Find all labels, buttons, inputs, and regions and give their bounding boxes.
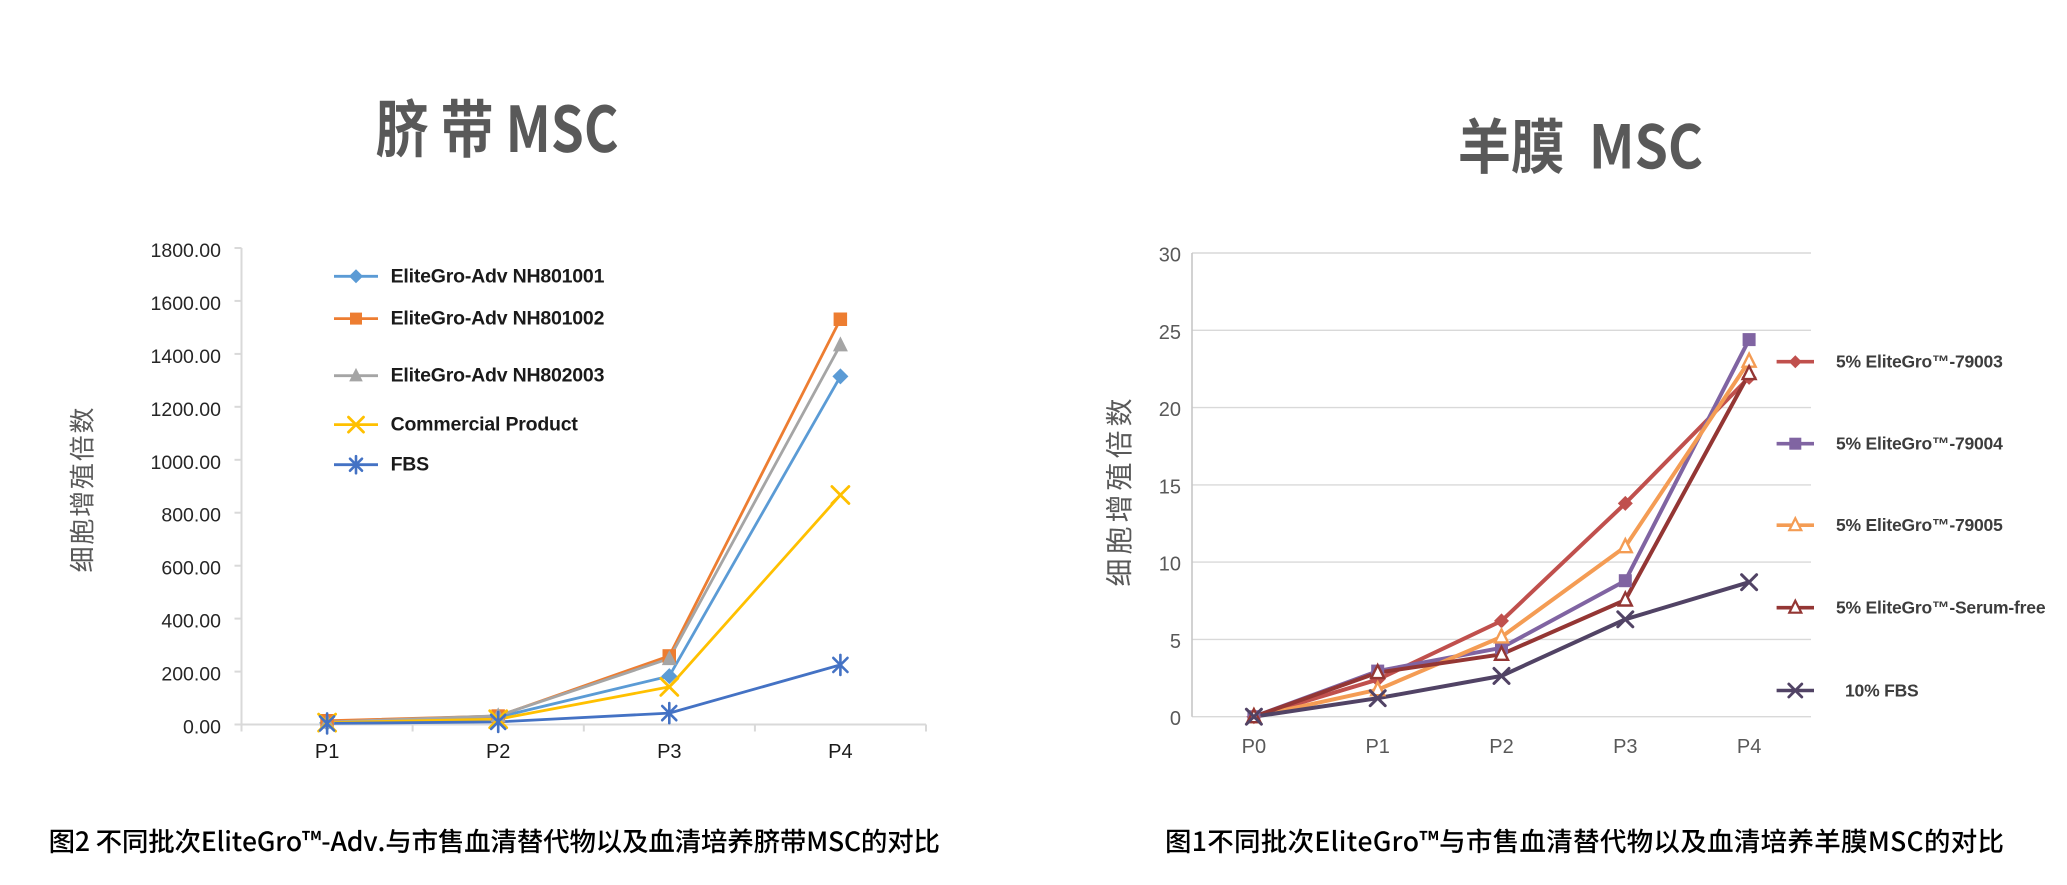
svg-text:10% FBS: 10% FBS (1845, 681, 1919, 701)
svg-text:5% EliteGro™-79003: 5% EliteGro™-79003 (1836, 352, 2003, 372)
svg-text:FBS: FBS (391, 454, 430, 476)
svg-text:P2: P2 (486, 741, 510, 763)
svg-text:400.00: 400.00 (161, 611, 221, 633)
svg-text:1800.00: 1800.00 (151, 240, 222, 262)
svg-text:P3: P3 (1613, 736, 1637, 758)
svg-text:1000.00: 1000.00 (151, 452, 222, 474)
svg-text:EliteGro-Adv NH801001: EliteGro-Adv NH801001 (391, 265, 605, 287)
svg-text:1600.00: 1600.00 (151, 293, 222, 315)
svg-text:5% EliteGro™-79005: 5% EliteGro™-79005 (1836, 515, 2003, 535)
svg-text:0.00: 0.00 (183, 717, 221, 739)
svg-text:Commercial Product: Commercial Product (391, 414, 579, 436)
svg-text:0: 0 (1170, 708, 1181, 730)
svg-text:P2: P2 (1489, 736, 1513, 758)
svg-text:P1: P1 (1365, 736, 1389, 758)
svg-text:EliteGro-Adv NH802003: EliteGro-Adv NH802003 (391, 365, 605, 387)
svg-text:EliteGro-Adv NH801002: EliteGro-Adv NH801002 (391, 308, 605, 330)
svg-text:5% EliteGro™-79004: 5% EliteGro™-79004 (1836, 434, 2003, 454)
svg-text:30: 30 (1159, 245, 1181, 267)
svg-text:P4: P4 (1737, 736, 1761, 758)
svg-text:5: 5 (1170, 631, 1181, 653)
svg-text:P0: P0 (1242, 736, 1266, 758)
svg-text:15: 15 (1159, 476, 1181, 498)
svg-text:5% EliteGro™-Serum-free: 5% EliteGro™-Serum-free (1836, 598, 2046, 618)
svg-text:600.00: 600.00 (161, 558, 221, 580)
svg-text:1400.00: 1400.00 (151, 346, 222, 368)
svg-text:1200.00: 1200.00 (151, 399, 222, 421)
svg-text:P1: P1 (315, 741, 339, 763)
svg-text:200.00: 200.00 (161, 664, 221, 686)
svg-text:P3: P3 (657, 741, 681, 763)
svg-text:10: 10 (1159, 554, 1181, 576)
svg-text:800.00: 800.00 (161, 505, 221, 527)
svg-text:P4: P4 (828, 741, 852, 763)
svg-text:20: 20 (1159, 399, 1181, 421)
svg-text:25: 25 (1159, 322, 1181, 344)
